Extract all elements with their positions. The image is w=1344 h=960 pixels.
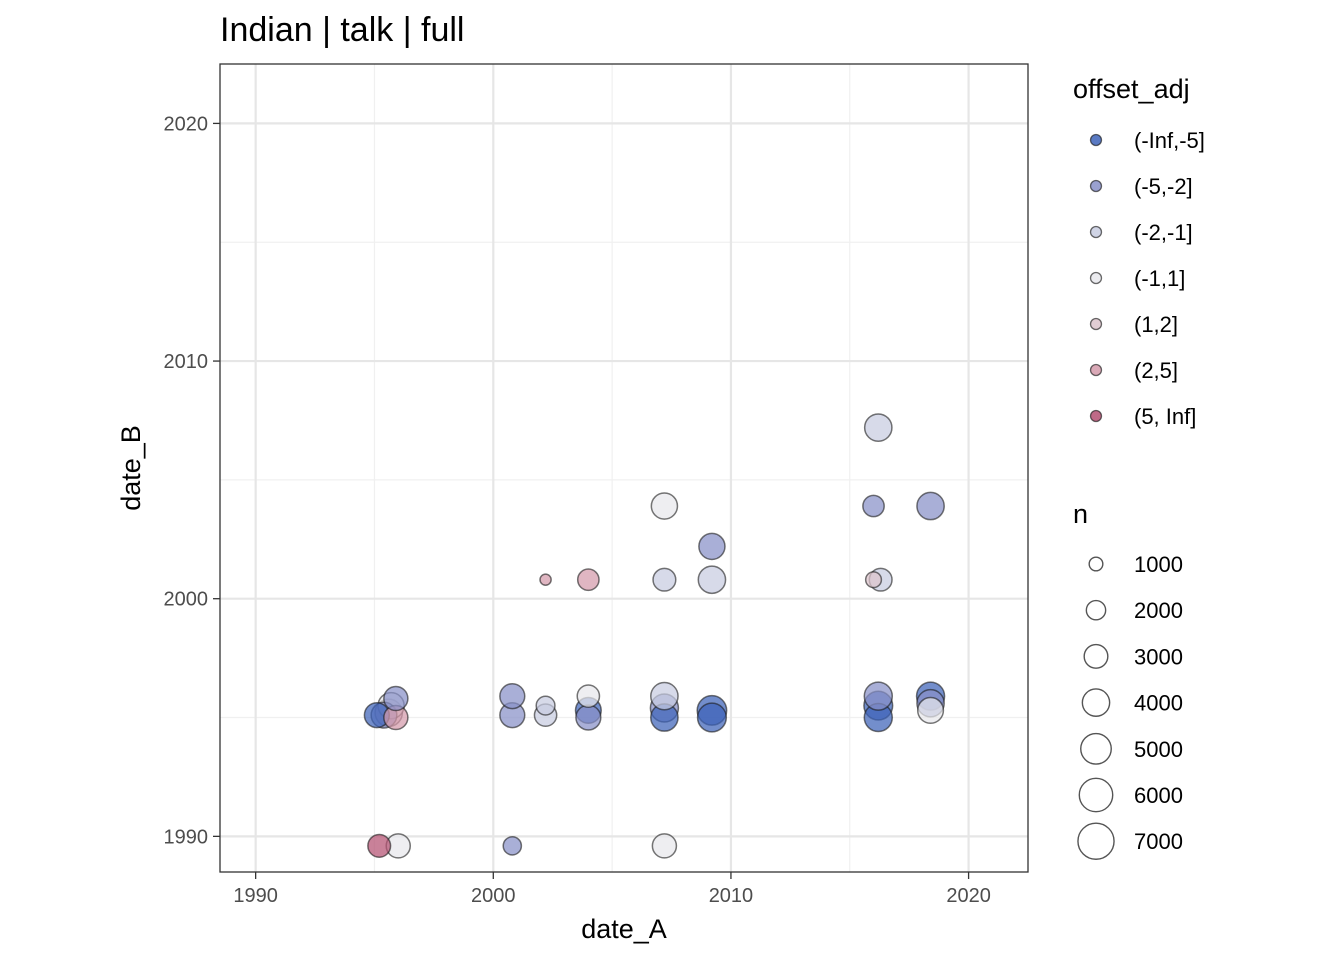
color-legend-key — [1089, 409, 1103, 423]
size-legend-key — [1081, 688, 1111, 717]
x-tick-label: 2010 — [709, 885, 754, 907]
data-point — [916, 491, 945, 521]
data-point — [576, 684, 601, 709]
data-point — [383, 685, 409, 712]
size-legend-label: 5000 — [1134, 737, 1183, 762]
color-legend-label: (5, Inf] — [1134, 404, 1196, 429]
data-point — [576, 568, 600, 592]
size-legend-key — [1088, 556, 1104, 572]
y-tick-label: 1990 — [164, 826, 209, 848]
y-axis-title: date_B — [116, 425, 146, 511]
size-legend-label: 2000 — [1134, 598, 1183, 623]
data-point — [651, 833, 678, 859]
x-tick-label: 2020 — [946, 885, 991, 907]
data-point — [863, 413, 893, 442]
panel-border — [219, 63, 1029, 873]
data-point — [652, 567, 677, 592]
panel-background — [220, 64, 1028, 872]
color-legend-label: (2,5] — [1134, 358, 1178, 383]
color-legend: offset_adj (-Inf,-5] (-5,-2] (-2,-1] (-1,1]… — [1073, 74, 1205, 429]
color-legend-label: (-2,-1] — [1134, 220, 1193, 245]
plot-panel — [219, 63, 1029, 873]
data-point — [650, 492, 679, 520]
size-legend-key — [1085, 599, 1107, 621]
color-legend-key — [1089, 179, 1103, 193]
x-axis-title: date_A — [581, 914, 667, 944]
data-point — [367, 833, 392, 858]
color-legend-key — [1089, 225, 1103, 239]
data-point — [650, 681, 679, 711]
size-legend: n 1000 2000 3000 4000 5000 6000 7000 — [1073, 499, 1183, 860]
major-grid — [220, 64, 1028, 872]
data-point — [696, 702, 728, 733]
color-legend-label: (-5,-2] — [1134, 174, 1193, 199]
y-tick-label: 2020 — [164, 113, 209, 135]
data-point — [864, 571, 883, 589]
size-legend-key — [1083, 643, 1109, 669]
color-legend-label: (1,2] — [1134, 312, 1178, 337]
points-layer — [363, 413, 946, 859]
chart-title: Indian | talk | full — [220, 11, 464, 49]
data-point — [502, 836, 523, 856]
data-point — [916, 696, 945, 724]
color-legend-label: (-1,1] — [1134, 266, 1185, 291]
size-legend-label: 6000 — [1134, 783, 1183, 808]
size-legend-label: 7000 — [1134, 829, 1183, 854]
color-legend-key — [1089, 317, 1103, 331]
size-legend-key — [1077, 822, 1115, 860]
size-legend-key — [1078, 777, 1114, 813]
data-point — [863, 681, 894, 711]
size-legend-title: n — [1073, 499, 1088, 529]
color-legend-key — [1089, 363, 1103, 377]
size-legend-label: 4000 — [1134, 691, 1183, 716]
data-point — [575, 704, 602, 731]
color-legend-key — [1089, 271, 1103, 285]
data-point — [698, 532, 726, 561]
size-legend-key — [1080, 732, 1112, 765]
color-legend-label: (-Inf,-5] — [1134, 128, 1205, 153]
color-legend-key — [1089, 133, 1103, 147]
y-tick-label: 2010 — [164, 351, 209, 373]
y-axis: 1990 2000 2010 2020 — [164, 113, 220, 848]
size-legend-label: 3000 — [1134, 644, 1183, 669]
data-point — [535, 695, 556, 716]
data-point — [862, 494, 885, 518]
data-point — [499, 682, 526, 710]
minor-grid — [220, 64, 1028, 872]
y-tick-label: 2000 — [164, 589, 209, 611]
data-point — [697, 565, 727, 595]
color-legend-title: offset_adj — [1073, 74, 1190, 104]
x-tick-label: 2000 — [471, 885, 516, 907]
data-point — [539, 573, 552, 587]
x-tick-label: 1990 — [233, 885, 278, 907]
size-legend-label: 1000 — [1134, 552, 1183, 577]
x-axis: 1990 2000 2010 2020 — [233, 872, 991, 907]
